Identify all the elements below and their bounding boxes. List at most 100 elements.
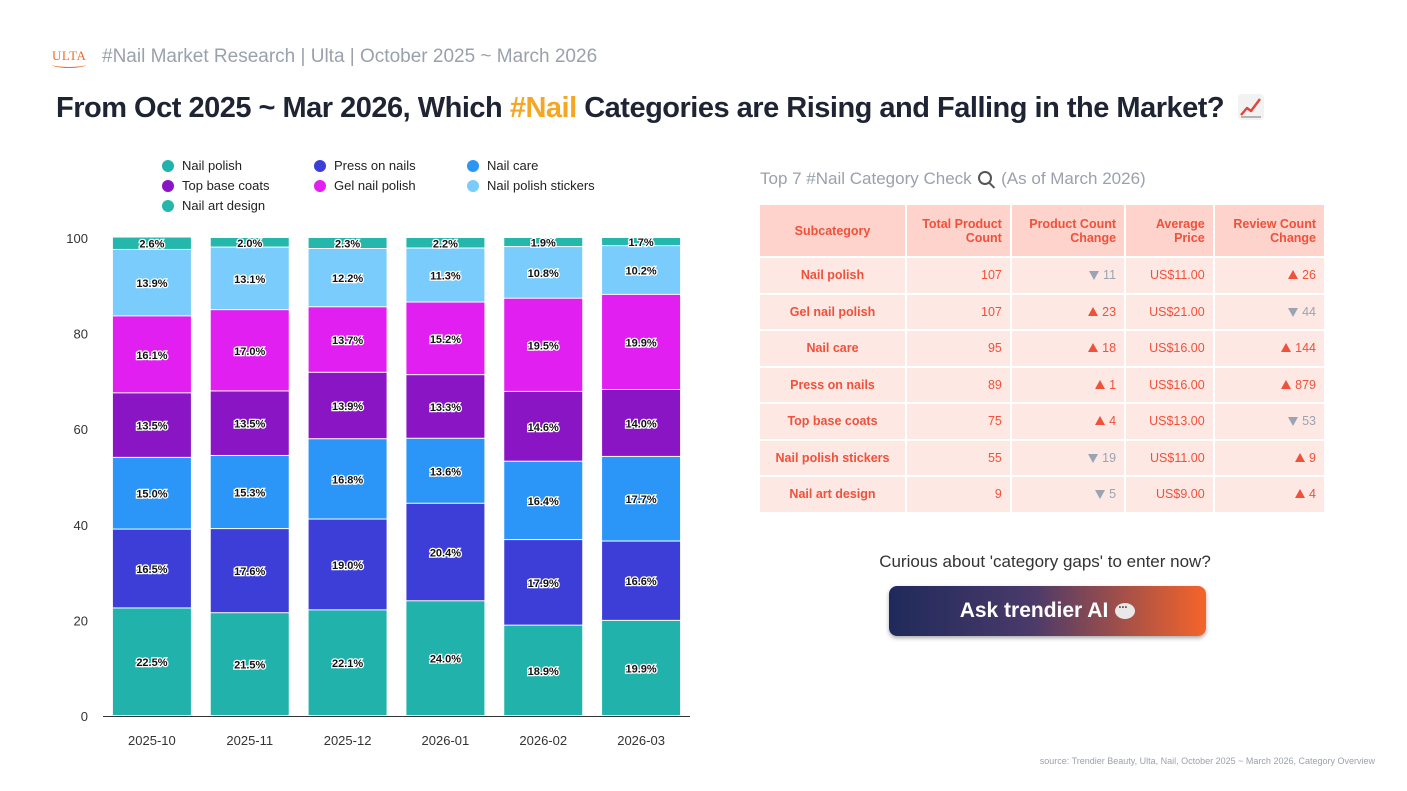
data-label: 14.6% bbox=[528, 422, 559, 434]
data-label: 12.2% bbox=[332, 273, 363, 285]
stacked-bar-chart: 0 20 40 60 80 100 22.5% 16.5% 15.0% 13.5% 16.1% 13.… bbox=[66, 231, 690, 748]
cell-average-price: US$21.00 bbox=[1125, 293, 1215, 331]
legend-label: Press on nails bbox=[334, 158, 416, 173]
y-tick-label: 0 bbox=[81, 709, 88, 724]
bar-segment bbox=[308, 372, 387, 439]
triangle-up-icon bbox=[1088, 343, 1099, 353]
table-title-suffix: (As of March 2026) bbox=[1001, 169, 1146, 188]
data-label: 17.7% bbox=[625, 494, 656, 506]
data-label: 13.7% bbox=[332, 335, 363, 347]
title-highlight: #Nail bbox=[509, 92, 577, 124]
data-label: 2.0% bbox=[237, 238, 262, 250]
legend-swatch bbox=[314, 159, 326, 172]
cell-total-product-count: 107 bbox=[906, 257, 1012, 295]
chart-increasing-icon bbox=[1237, 94, 1264, 120]
cell-review-count-change: 4 bbox=[1213, 476, 1324, 514]
data-label: 19.5% bbox=[528, 340, 559, 352]
legend-item: Press on nails bbox=[314, 158, 416, 173]
legend-swatch bbox=[162, 159, 174, 172]
bar-segment bbox=[504, 540, 583, 625]
brand-row: ULTA #Nail Market Research | Ulta | Octo… bbox=[50, 44, 597, 70]
change-value: 19 bbox=[1102, 450, 1117, 465]
cell-review-count-change: 26 bbox=[1213, 257, 1324, 295]
bar-segment bbox=[112, 608, 191, 715]
bar-segment bbox=[602, 541, 681, 620]
cell-review-count-change: 53 bbox=[1213, 403, 1324, 441]
data-label: 14.0% bbox=[625, 418, 656, 430]
triangle-up-icon bbox=[1281, 343, 1292, 353]
source-note: source: Trendier Beauty, Ulta, Nail, Oct… bbox=[1039, 756, 1375, 766]
legend-swatch bbox=[162, 179, 174, 192]
data-label: 21.5% bbox=[234, 660, 265, 672]
change-value: 1 bbox=[1109, 377, 1117, 392]
table-title: Top 7 #Nail Category Check (As of March … bbox=[760, 169, 1146, 189]
legend-item: Nail polish stickers bbox=[467, 178, 595, 193]
legend-swatch bbox=[467, 159, 479, 172]
data-label: 15.2% bbox=[430, 334, 461, 346]
data-label: 13.9% bbox=[332, 401, 363, 413]
data-label: 1.9% bbox=[531, 238, 556, 250]
table-row: Press on nails 89 1 US$16.00 879 bbox=[760, 366, 1324, 404]
cell-total-product-count: 55 bbox=[906, 439, 1012, 477]
cell-subcategory: Nail art design bbox=[760, 476, 907, 514]
data-label: 11.3% bbox=[430, 271, 461, 283]
data-label: 19.9% bbox=[625, 663, 656, 675]
legend-item: Nail polish bbox=[162, 158, 242, 173]
y-tick-label: 100 bbox=[66, 231, 88, 246]
data-label: 2.2% bbox=[433, 238, 458, 250]
cell-average-price: US$11.00 bbox=[1125, 439, 1215, 477]
x-tick-label: 2025-11 bbox=[226, 733, 273, 748]
bar-segment bbox=[406, 503, 485, 601]
legend-item: Gel nail polish bbox=[314, 178, 416, 193]
cell-subcategory: Top base coats bbox=[760, 403, 907, 441]
data-label: 18.9% bbox=[528, 666, 559, 678]
brand-text: #Nail Market Research | Ulta | October 2… bbox=[102, 46, 598, 67]
cell-total-product-count: 89 bbox=[906, 366, 1012, 404]
triangle-up-icon bbox=[1288, 270, 1299, 280]
bar-segment bbox=[406, 248, 485, 302]
data-label: 19.0% bbox=[332, 560, 363, 572]
triangle-down-icon bbox=[1288, 307, 1299, 317]
bar-segment bbox=[112, 237, 191, 249]
change-value: 4 bbox=[1109, 414, 1117, 429]
bar-segment bbox=[112, 249, 191, 316]
bar-segment bbox=[308, 238, 387, 248]
data-label: 13.1% bbox=[234, 274, 265, 286]
legend-label: Nail art design bbox=[182, 198, 266, 213]
header-average-price: Average Price bbox=[1125, 205, 1215, 258]
legend-swatch bbox=[467, 179, 479, 192]
data-label: 16.8% bbox=[332, 474, 363, 486]
change-value: 11 bbox=[1103, 268, 1117, 283]
triangle-up-icon bbox=[1095, 416, 1106, 426]
triangle-down-icon bbox=[1095, 490, 1106, 500]
legend-swatch bbox=[162, 199, 174, 212]
data-label: 17.9% bbox=[528, 578, 559, 590]
legend-item: Nail care bbox=[467, 158, 538, 173]
change-value: 879 bbox=[1295, 377, 1316, 392]
triangle-up-icon bbox=[1088, 306, 1099, 316]
data-label: 17.0% bbox=[234, 346, 265, 358]
change-value: 23 bbox=[1102, 304, 1117, 319]
y-tick-label: 40 bbox=[74, 518, 88, 533]
cell-product-count-change: 4 bbox=[1010, 403, 1127, 441]
data-label: 15.3% bbox=[234, 488, 265, 500]
triangle-up-icon bbox=[1295, 489, 1306, 499]
bar-segment bbox=[308, 307, 387, 372]
legend-label: Nail polish bbox=[182, 158, 242, 173]
cell-product-count-change: 11 bbox=[1010, 257, 1127, 295]
title-before: From Oct 2025 ~ Mar 2026, Which bbox=[56, 92, 510, 124]
ask-trendier-ai-button[interactable]: Ask trendier AI bbox=[889, 586, 1206, 636]
triangle-up-icon bbox=[1281, 379, 1292, 389]
bar-segment bbox=[210, 310, 289, 391]
bar-segment bbox=[504, 298, 583, 391]
triangle-down-icon bbox=[1089, 271, 1100, 281]
data-label: 17.6% bbox=[234, 566, 265, 578]
data-label: 13.9% bbox=[136, 278, 167, 290]
x-tick-label: 2026-03 bbox=[617, 733, 665, 748]
title-after: Categories are Rising and Falling in the… bbox=[576, 92, 1225, 124]
ulta-logo: ULTA bbox=[50, 44, 90, 70]
bar-segment bbox=[602, 620, 681, 715]
table-row: Nail care 95 18 US$16.00 144 bbox=[760, 330, 1324, 368]
bar-segment bbox=[504, 391, 583, 461]
data-label: 2.6% bbox=[139, 239, 164, 251]
